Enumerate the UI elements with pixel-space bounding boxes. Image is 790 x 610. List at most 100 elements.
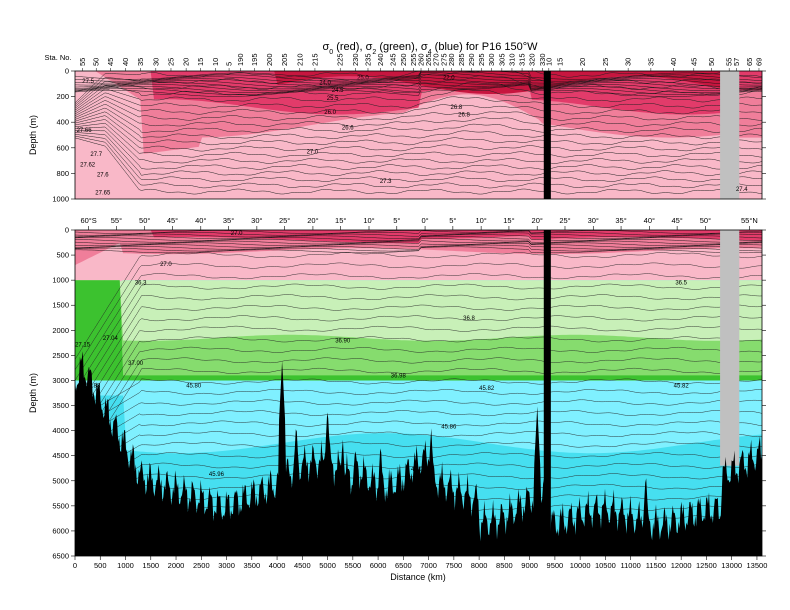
station-tick-label: 25 (166, 58, 175, 66)
bottom-y-tick-label: 6000 (52, 526, 69, 535)
latitude-tick-label: 25° (279, 216, 290, 225)
top-contour-label: 27.66 (77, 128, 93, 134)
bottom-y-tick-label: 4500 (52, 451, 69, 460)
bottom-contour-line (75, 283, 762, 392)
distance-tick-label: 6500 (395, 561, 412, 570)
latitude-tick-label: 50° (700, 216, 711, 225)
bottom-contour-line (75, 378, 762, 421)
bottom-contour-line (75, 452, 762, 495)
distance-tick-label: 10500 (595, 561, 616, 570)
latitude-tick-label: 45° (671, 216, 682, 225)
bottom-contour-line-shallow (75, 232, 762, 240)
bottom-contour-label: 36.90 (335, 338, 351, 344)
bottom-contour-line (75, 389, 762, 432)
top-contour-line (75, 96, 762, 115)
top-contour-line (75, 111, 762, 140)
bottom-contour-lines (75, 230, 762, 556)
distance-tick-label: 3000 (218, 561, 235, 570)
distance-tick-label: 11000 (621, 561, 641, 570)
station-tick-label: 20 (578, 58, 587, 66)
top-contour-label: 27.3 (380, 179, 392, 185)
top-y-axis: 0 200 400 600 800 1000 (52, 67, 766, 204)
station-tick-label: 250 (399, 53, 408, 66)
top-contour-label: 27.7 (90, 152, 102, 158)
top-frame (74, 70, 763, 200)
top-y-tick-label: 600 (56, 143, 69, 152)
station-tick-label: 45 (689, 58, 698, 66)
top-contour-label: 22.0 (443, 75, 455, 81)
station-tick-label: 275 (439, 53, 448, 66)
latitude-tick-label: 20° (307, 216, 318, 225)
bottom-y-tick-label: 5000 (52, 476, 69, 485)
distance-tick-label: 5000 (319, 561, 336, 570)
distance-tick-label: 0 (73, 561, 77, 570)
bottom-y-tick-label: 5500 (52, 501, 69, 510)
distance-tick-label: 7500 (446, 561, 463, 570)
top-contour-line (75, 135, 762, 189)
distance-tick-label: 4000 (269, 561, 286, 570)
bottom-contour-label: 27.15 (75, 342, 91, 348)
station-header: Sta. No. (44, 53, 71, 62)
distance-tick-label: 1500 (142, 561, 159, 570)
station-tick-label: 200 (265, 53, 274, 66)
bottom-y-tick-label: 2500 (52, 351, 69, 360)
top-contour-label: 27.4 (736, 187, 748, 193)
bottom-contour-line-shallow (75, 246, 762, 254)
station-tick-label: 10 (211, 58, 220, 66)
top-y-axis-label: Depth (m) (28, 115, 38, 155)
top-contour-line-shallow (75, 76, 762, 90)
top-contour-line (75, 107, 762, 133)
top-contour-label: 27.6 (97, 173, 109, 179)
distance-tick-label: 8500 (496, 561, 513, 570)
bottom-contour-line (75, 441, 762, 484)
bottom-contour-label: 36.3 (135, 281, 147, 287)
distance-tick-label: 5500 (344, 561, 361, 570)
bottom-fill-layer (75, 230, 762, 556)
distance-tick-label: 7000 (420, 561, 437, 570)
bottom-contour-line (75, 294, 762, 402)
station-tick-label: 295 (477, 53, 486, 66)
station-tick-label: 205 (280, 53, 289, 66)
top-contour-line-shallow (75, 72, 762, 86)
station-tick-label: 65 (745, 58, 754, 66)
distance-tick-label: 9000 (521, 561, 538, 570)
bottom-y-tick-label: 1500 (52, 301, 69, 310)
top-contour-line-shallow (75, 71, 762, 84)
bottom-contour-line-shallow (75, 230, 762, 238)
distance-axis: 0 500 1000 1500 2000 2500 3000 3500 4000 4500 5000… (73, 556, 767, 570)
station-tick-label: 255 (409, 53, 418, 66)
bottom-contour-line-shallow (75, 237, 762, 245)
station-tick-label: 260 (417, 53, 426, 66)
station-tick-label: 300 (487, 53, 496, 66)
bottom-contour-labels: 27.0 27.0 36.3 36.5 36.8 27.04 27.15 36.90 37.00… (75, 231, 689, 478)
bottom-contour-label: 45.96 (209, 472, 225, 478)
bottom-contour-label: 36.5 (675, 281, 687, 287)
top-contour-label: 24.5 (332, 88, 344, 94)
bottom-contour-line (75, 252, 762, 360)
station-tick-label: 15 (196, 58, 205, 66)
bottom-y-tick-label: 500 (56, 251, 69, 260)
distance-tick-label: 13000 (721, 561, 742, 570)
top-contour-line-shallow (75, 82, 762, 94)
top-contour-line (75, 88, 762, 111)
bottom-contour-label: 27.0 (231, 231, 243, 237)
bottom-contour-line (75, 304, 762, 413)
top-contour-line (75, 81, 762, 109)
station-tick-label: 320 (528, 53, 537, 66)
latitude-tick-label: 60°S (80, 216, 96, 225)
latitude-tick-label: 55° (111, 216, 122, 225)
bottom-data-gap (720, 230, 740, 466)
distance-tick-label: 11500 (646, 561, 666, 570)
bottom-contour-line (75, 399, 762, 442)
latitude-tick-label: 40° (195, 216, 206, 225)
top-contour-label: 25.0 (357, 75, 369, 81)
bottom-contour-line (75, 410, 762, 453)
bottom-frame (74, 229, 763, 557)
station-tick-label: 225 (336, 53, 345, 66)
bottom-contour-line (75, 336, 762, 444)
distance-tick-label: 12000 (671, 561, 692, 570)
station-tick-label: 35 (136, 58, 145, 66)
latitude-tick-label: 30° (588, 216, 599, 225)
